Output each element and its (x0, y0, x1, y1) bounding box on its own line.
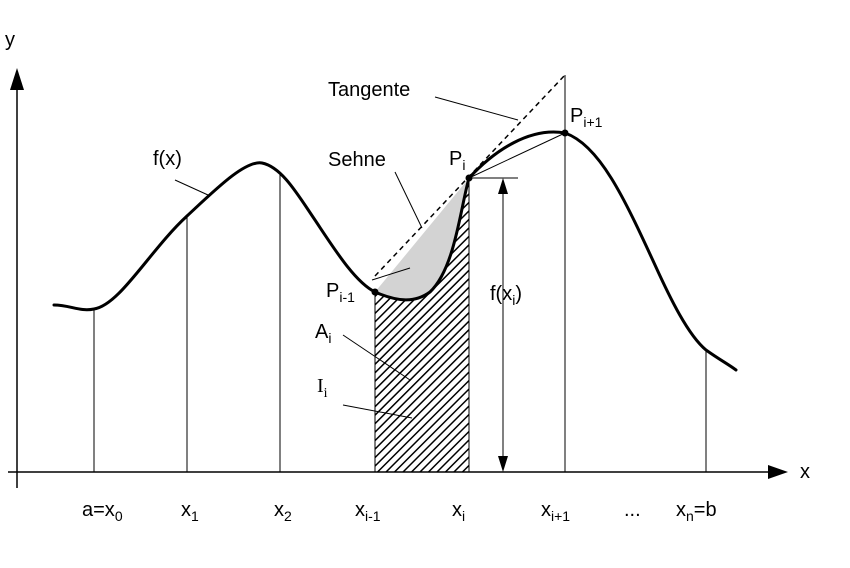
leader-lines (174, 96, 519, 419)
fxi-arrow-up-icon (498, 178, 508, 194)
leader-pi1 (371, 267, 411, 281)
function-curve (52, 130, 738, 372)
tick-label-x0: a=x0 (82, 499, 123, 524)
tick-label-ellipsis: ... (624, 499, 641, 521)
y-axis-label: y (5, 29, 15, 51)
function-label: f(x) (153, 148, 182, 170)
ordinate-lines (93, 75, 707, 472)
tick-label-x2: x2 (274, 499, 292, 524)
leader-ai (342, 334, 411, 381)
leader-fx (174, 179, 209, 196)
label-a-i: Ai (315, 321, 331, 346)
leader-sehne (394, 171, 423, 229)
y-axis-arrow-icon (10, 68, 24, 90)
tangent-label: Tangente (328, 79, 410, 101)
point-p-i-plus-1 (561, 129, 569, 137)
label-i-i: Ii (317, 375, 328, 401)
label-p-i-minus-1: Pi-1 (326, 280, 355, 305)
chord-pi-pi1 (468, 132, 566, 179)
tick-label-xi: xi (452, 499, 465, 524)
leader-ii (342, 404, 413, 419)
point-p-i-minus-1 (371, 288, 379, 296)
label-p-i: Pi (449, 148, 465, 173)
tick-label-xi-minus-1: xi-1 (355, 499, 381, 524)
leader-tangent (434, 96, 519, 121)
tick-labels: a=x0 x1 x2 xi-1 xi xi+1 ... xn=b (82, 499, 717, 524)
tick-label-xn: xn=b (676, 499, 717, 524)
chord-area-fill (375, 178, 469, 300)
point-p-i (465, 174, 473, 182)
chord-label: Sehne (328, 149, 386, 171)
label-p-i-plus-1: Pi+1 (570, 105, 603, 130)
x-axis-label: x (800, 461, 810, 483)
fxi-arrow-down-icon (498, 456, 508, 472)
tick-label-x1: x1 (181, 499, 199, 524)
x-axis-arrow-icon (768, 465, 788, 479)
tick-label-xi-plus-1: xi+1 (541, 499, 570, 524)
label-f-xi: f(xi) (490, 283, 522, 308)
